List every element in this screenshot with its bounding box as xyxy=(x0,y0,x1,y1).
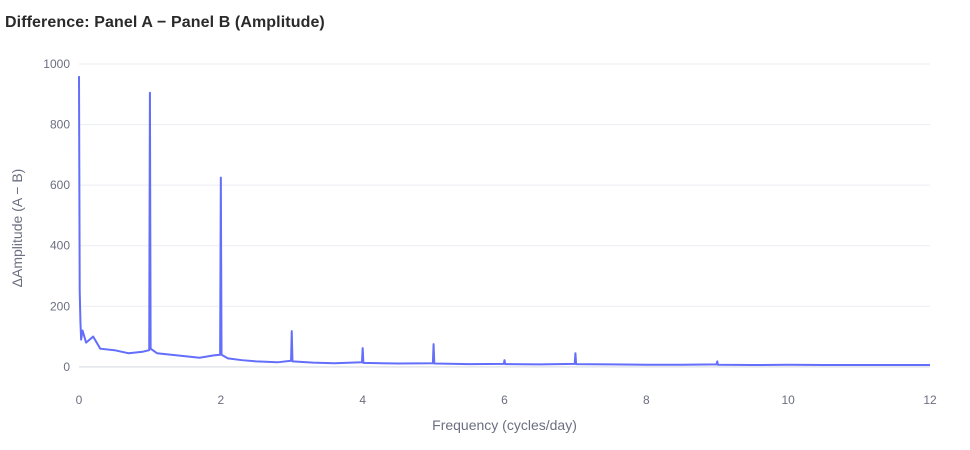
x-tick-label: 6 xyxy=(501,393,508,407)
x-tick-label: 0 xyxy=(76,393,83,407)
y-tick-label: 600 xyxy=(50,178,70,192)
y-tick-labels: 0 200 400 600 800 1000 xyxy=(43,57,70,374)
x-tick-label: 10 xyxy=(781,393,795,407)
y-tick-label: 800 xyxy=(50,118,70,132)
y-tick-label: 400 xyxy=(50,239,70,253)
x-axis-title: Frequency (cycles/day) xyxy=(432,417,577,433)
series-layer xyxy=(78,76,930,367)
x-tick-label: 12 xyxy=(923,393,937,407)
x-tick-label: 8 xyxy=(643,393,650,407)
y-tick-label: 0 xyxy=(63,360,70,374)
x-tick-label: 2 xyxy=(217,393,224,407)
chart-title: Difference: Panel A − Panel B (Amplitude… xyxy=(5,14,325,31)
x-tick-labels: 0 2 4 6 8 10 12 xyxy=(76,393,937,407)
x-tick-label: 4 xyxy=(359,393,366,407)
series-line xyxy=(78,76,930,367)
y-axis-title: ΔAmplitude (A − B) xyxy=(9,169,25,288)
grid-lines xyxy=(79,63,930,368)
y-tick-label: 200 xyxy=(50,299,70,313)
y-tick-label: 1000 xyxy=(43,57,70,71)
